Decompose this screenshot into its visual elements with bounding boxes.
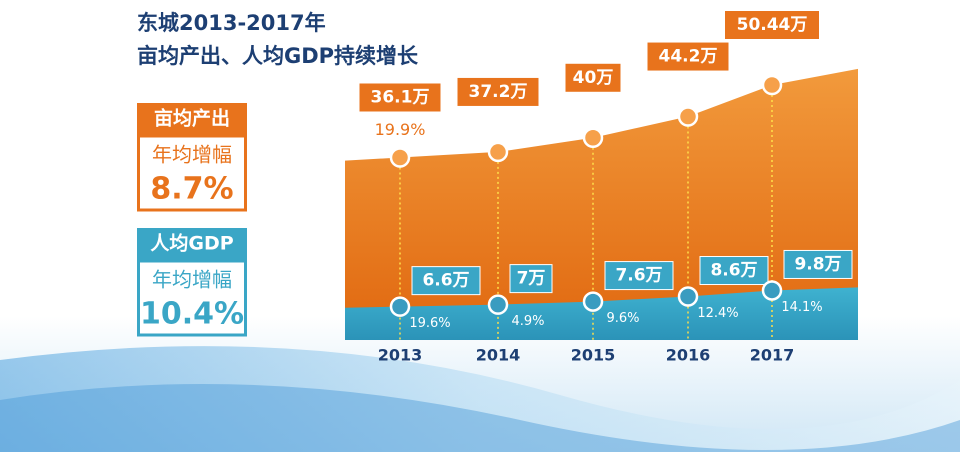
point <box>582 291 604 312</box>
growth-label: 4.9% <box>511 314 544 329</box>
value-label: 6.6万 <box>422 271 469 291</box>
panel-header <box>137 103 247 135</box>
value-label-box <box>509 264 553 294</box>
growth-label: 14.1% <box>747 48 798 67</box>
value-label: 7万 <box>517 269 546 289</box>
panel-value: 8.7% <box>150 172 233 207</box>
value-label: 50.44万 <box>737 15 808 35</box>
x-tick-label: 2013 <box>378 346 423 365</box>
growth-label: 14.1% <box>781 300 822 315</box>
x-tick-label: 2017 <box>750 346 795 365</box>
plot: 36.1万 19.9% 37.2万 3% 40万 7.5% 44.2万 10.5% 50.44万… <box>345 11 858 365</box>
panel-value: 10.4% <box>140 297 244 332</box>
panel-header <box>137 228 247 260</box>
value-label-box <box>457 77 539 106</box>
panel-name: 人均GDP <box>150 232 233 255</box>
wave <box>0 384 960 452</box>
value-label-box <box>411 266 481 296</box>
point <box>761 74 783 96</box>
value-label: 44.2万 <box>659 47 718 67</box>
point <box>582 127 604 149</box>
wave <box>0 346 960 452</box>
value-label: 8.6万 <box>710 261 757 281</box>
growth-label: 3% <box>485 114 510 133</box>
x-tick-label: 2014 <box>476 346 521 365</box>
growth-label: 19.9% <box>375 120 426 139</box>
growth-label: 10.5% <box>663 79 714 98</box>
growth-label: 9.6% <box>606 311 639 326</box>
value-label: 37.2万 <box>469 82 528 102</box>
value-label-box <box>725 11 819 39</box>
value-label-box <box>359 83 441 112</box>
value-label: 40万 <box>573 68 614 88</box>
value-label: 36.1万 <box>371 87 430 107</box>
value-label-box <box>647 42 729 71</box>
growth-label: 7.5% <box>573 100 614 119</box>
point <box>761 280 783 301</box>
chart-subtitle: 亩均产出、人均GDP持续增长 <box>137 44 419 68</box>
x-tick-label: 2015 <box>571 346 616 365</box>
point <box>487 141 509 163</box>
value-label-box <box>699 256 769 286</box>
value-label: 9.8万 <box>794 254 841 274</box>
growth-label: 12.4% <box>697 306 738 321</box>
value-label-box <box>604 261 674 291</box>
value-label-box <box>783 249 853 279</box>
point <box>677 286 699 307</box>
panel-label: 年均增幅 <box>152 143 232 167</box>
growth-label: 19.6% <box>409 316 450 331</box>
area <box>345 287 858 340</box>
point <box>389 296 411 317</box>
value-label: 7.6万 <box>615 266 662 286</box>
point <box>487 294 509 315</box>
point <box>677 106 699 127</box>
panel-name: 亩均产出 <box>154 107 230 130</box>
point <box>389 147 411 168</box>
x-tick-label: 2016 <box>666 346 711 365</box>
panel-box <box>137 259 247 337</box>
chart-title: 东城2013-2017年 <box>137 11 326 35</box>
panel-label: 年均增幅 <box>152 268 232 292</box>
panel-box <box>137 134 247 212</box>
value-label-box <box>565 63 621 92</box>
